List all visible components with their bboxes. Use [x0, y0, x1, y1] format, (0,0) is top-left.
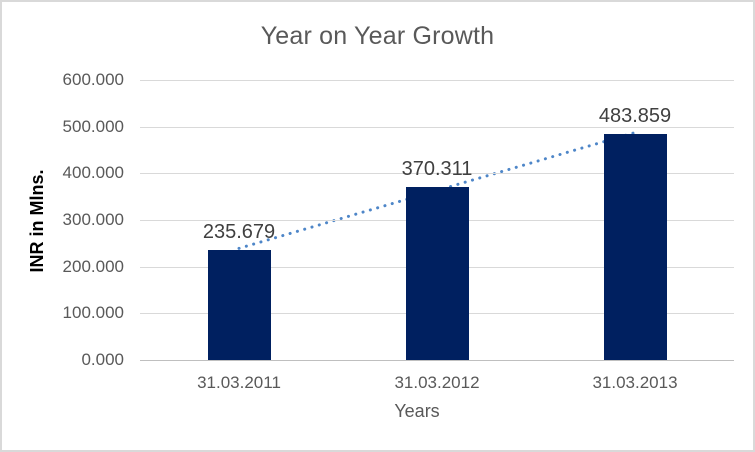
y-tick-label: 500.000: [62, 116, 124, 136]
y-tick-label: 400.000: [62, 163, 124, 183]
x-tick-label: 31.03.2013: [592, 373, 678, 392]
x-tick-label: 31.03.2011: [197, 373, 281, 392]
y-tick-label: 0.000: [81, 350, 124, 369]
bar: [603, 134, 667, 360]
y-tick-label: 600.000: [62, 70, 124, 89]
x-tick-label: 31.03.2012: [394, 373, 480, 392]
bar-data-label: 483.859: [598, 105, 672, 128]
y-tick-label: 300.000: [62, 210, 124, 229]
x-axis-line: [140, 360, 734, 361]
bar: [207, 250, 271, 360]
y-gridline: [140, 173, 734, 175]
y-tick-label: 100.000: [62, 303, 124, 323]
chart-title: Year on Year Growth: [260, 22, 495, 50]
y-gridline: [140, 126, 734, 128]
x-axis-title: Years: [394, 401, 440, 421]
y-tick-label: 200.000: [62, 256, 124, 276]
bar-data-label: 235.679: [202, 221, 276, 243]
bar: [405, 187, 469, 360]
bar-data-label: 370.311: [401, 158, 473, 181]
y-gridline: [140, 80, 734, 81]
